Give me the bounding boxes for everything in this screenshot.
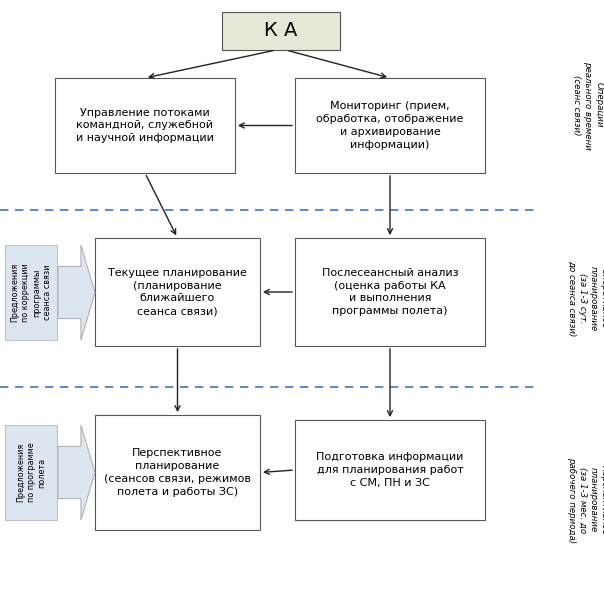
- Text: Операции
реального времени
(сеанс связи): Операции реального времени (сеанс связи): [573, 61, 603, 150]
- Polygon shape: [58, 425, 95, 520]
- Bar: [95, 238, 260, 346]
- Bar: [295, 238, 485, 346]
- Text: Оперативное
планирование
(за 1-3 сут.
до сеанса связи): Оперативное планирование (за 1-3 сут. до…: [567, 261, 604, 337]
- Text: Текущее планирование
(планирование
ближайшего
сеанса связи): Текущее планирование (планирование ближа…: [108, 268, 247, 316]
- Text: К А: К А: [265, 21, 298, 40]
- Text: Управление потоками
командной, служебной
и научной информации: Управление потоками командной, служебной…: [76, 108, 214, 143]
- Bar: [5, 245, 57, 340]
- Text: Подготовка информации
для планирования работ
с СМ, ПН и ЗС: Подготовка информации для планирования р…: [316, 452, 464, 488]
- Text: Послесеансный анализ
(оценка работы КА
и выполнения
программы полета): Послесеансный анализ (оценка работы КА и…: [322, 268, 458, 316]
- Bar: [222, 12, 340, 50]
- Bar: [295, 78, 485, 173]
- Text: Предложения
по коррекции
программы
сеанса связи: Предложения по коррекции программы сеанс…: [10, 263, 51, 322]
- Text: Мониторинг (прием,
обработка, отображение
и архивирование
информации): Мониторинг (прием, обработка, отображени…: [316, 101, 464, 150]
- Bar: [55, 78, 235, 173]
- Text: Перспективное
планирование
(сеансов связи, режимов
полета и работы ЗС): Перспективное планирование (сеансов связ…: [104, 448, 251, 497]
- Bar: [5, 425, 57, 520]
- Text: Перспективное
планирование
(за 1-3 мес. до
рабочего периода): Перспективное планирование (за 1-3 мес. …: [567, 457, 604, 543]
- Polygon shape: [58, 245, 95, 340]
- Text: Предложения
по программе
полета: Предложения по программе полета: [16, 443, 47, 503]
- Bar: [295, 420, 485, 520]
- Bar: [95, 415, 260, 530]
